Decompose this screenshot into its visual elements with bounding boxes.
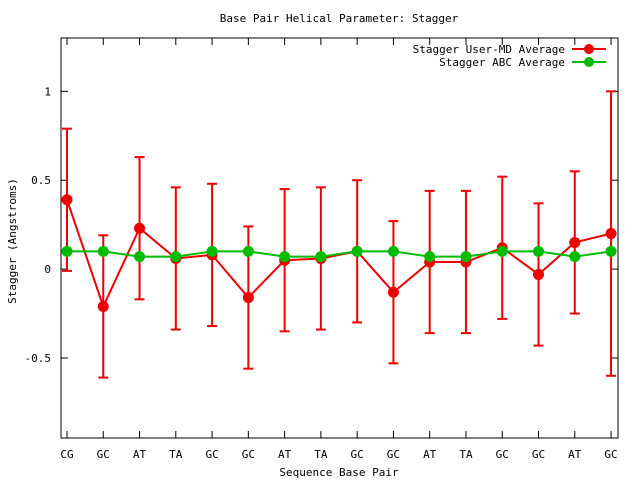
data-point <box>460 251 472 263</box>
x-tick-label: AT <box>423 448 437 461</box>
data-point <box>496 245 508 257</box>
data-point <box>206 245 218 257</box>
data-point <box>569 251 581 263</box>
y-tick-label: 0.5 <box>31 174 51 187</box>
data-point <box>279 251 291 263</box>
series-line <box>67 250 612 258</box>
x-axis-label: Sequence Base Pair <box>279 466 399 479</box>
data-point <box>387 245 399 257</box>
x-tick-label: TA <box>169 448 183 461</box>
series-user-md-average <box>61 90 617 379</box>
legend-marker <box>584 44 594 54</box>
data-point <box>605 245 617 257</box>
data-point <box>387 286 399 298</box>
data-point <box>605 228 617 240</box>
axis-ticks: -0.5 0 0.5 1 CG GC AT TA GC GC AT TA GC GC AT TA GC GC AT G… <box>25 38 618 461</box>
y-axis-label: Stagger (Angstroms) <box>6 178 19 304</box>
x-tick-label: AT <box>568 448 582 461</box>
data-point <box>134 251 146 263</box>
data-point <box>61 245 73 257</box>
series-layer <box>61 90 617 379</box>
x-tick-label: GC <box>205 448 218 461</box>
legend-label: Stagger ABC Average <box>439 56 565 69</box>
x-tick-label: GC <box>532 448 545 461</box>
data-point <box>533 245 545 257</box>
data-point <box>424 251 436 263</box>
data-point <box>569 236 581 248</box>
data-point <box>351 245 363 257</box>
y-tick-label: 1 <box>44 85 51 98</box>
legend-marker <box>584 57 594 67</box>
data-point <box>134 222 146 234</box>
x-tick-label: GC <box>242 448 255 461</box>
x-tick-label: TA <box>314 448 328 461</box>
x-tick-label: AT <box>133 448 147 461</box>
x-tick-label: GC <box>604 448 617 461</box>
x-tick-label: CG <box>60 448 73 461</box>
data-point <box>242 292 254 304</box>
x-tick-label: GC <box>387 448 400 461</box>
data-point <box>533 268 545 280</box>
legend-label: Stagger User-MD Average <box>413 43 565 56</box>
data-point <box>61 194 73 206</box>
x-tick-label: GC <box>97 448 110 461</box>
y-tick-label: -0.5 <box>25 352 52 365</box>
plot-frame <box>60 37 619 439</box>
x-tick-label: TA <box>459 448 473 461</box>
data-point <box>315 251 327 263</box>
chart-title: Base Pair Helical Parameter: Stagger <box>220 12 459 25</box>
data-point <box>97 300 109 312</box>
data-point <box>242 245 254 257</box>
x-tick-label: GC <box>351 448 364 461</box>
data-point <box>97 245 109 257</box>
x-tick-label: AT <box>278 448 292 461</box>
data-point <box>170 251 182 263</box>
y-tick-label: 0 <box>44 263 51 276</box>
series-abc-average <box>61 245 617 263</box>
x-tick-label: GC <box>496 448 509 461</box>
